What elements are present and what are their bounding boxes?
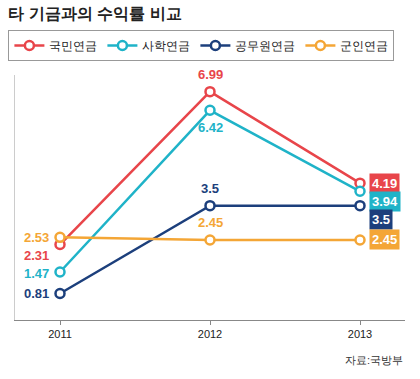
svg-text:2011: 2011 [48,328,72,340]
svg-text:2.45: 2.45 [198,215,223,230]
svg-text:0.81: 0.81 [24,286,49,301]
svg-text:사학연금: 사학연금 [142,39,190,53]
svg-text:1.47: 1.47 [24,266,49,281]
svg-text:3.5: 3.5 [201,181,219,196]
svg-text:4.19: 4.19 [372,176,397,191]
svg-text:국민연금: 국민연금 [49,39,97,53]
svg-text:2013: 2013 [348,328,372,340]
svg-text:3.94: 3.94 [372,194,398,209]
svg-text:6.42: 6.42 [198,120,223,135]
svg-text:2.45: 2.45 [372,232,397,247]
svg-text:6.99: 6.99 [198,67,223,82]
svg-text:2.53: 2.53 [24,230,49,245]
svg-text:3.5: 3.5 [372,212,390,227]
svg-text:타 기금과의 수익률 비교: 타 기금과의 수익률 비교 [8,5,181,22]
svg-text:2.31: 2.31 [24,248,49,263]
svg-text:2012: 2012 [198,328,222,340]
svg-text:군인연금: 군인연금 [340,39,388,53]
svg-text:공무원연금: 공무원연금 [235,39,295,53]
svg-text:자료:국방부: 자료:국방부 [345,354,403,366]
